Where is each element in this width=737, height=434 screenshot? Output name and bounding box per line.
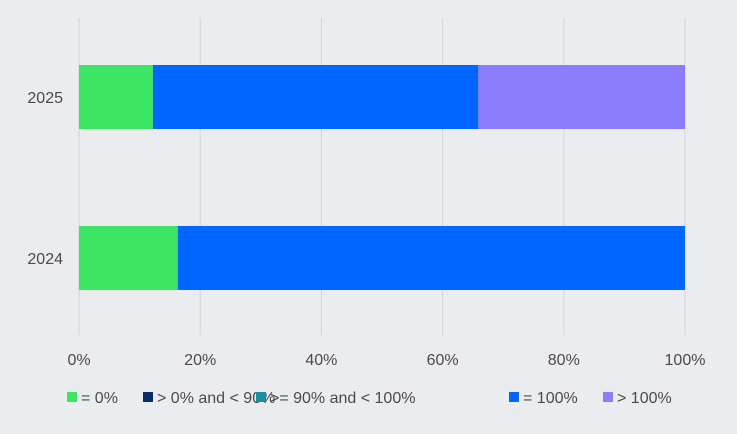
legend-label: = 100%	[523, 390, 578, 407]
x-tick-label: 20%	[184, 352, 216, 369]
legend-label: > 100%	[617, 390, 672, 407]
legend-label: = 0%	[81, 390, 118, 407]
legend-swatch	[143, 392, 153, 402]
y-tick-label: 2025	[27, 90, 63, 107]
x-tick-label: 60%	[427, 352, 459, 369]
legend-swatch	[256, 392, 266, 402]
legend-swatch	[67, 392, 77, 402]
bars	[79, 65, 685, 290]
legend-label: >= 90% and < 100%	[270, 390, 415, 407]
legend-swatch	[509, 392, 519, 402]
bar-segment-2024-3	[177, 226, 685, 290]
x-tick-label: 40%	[305, 352, 337, 369]
x-axis-tick-labels: 0% 20% 40% 60% 80% 100%	[67, 352, 705, 369]
y-axis-tick-labels: 2025 2024	[27, 90, 63, 268]
legend: = 0% > 0% and < 90%>= 90% and < 100% = 100…	[67, 390, 672, 407]
legend-label: > 0% and < 90%	[157, 390, 275, 407]
x-tick-label: 100%	[665, 352, 706, 369]
x-tick-label: 80%	[548, 352, 580, 369]
x-tick-label: 0%	[67, 352, 90, 369]
legend-swatch	[603, 392, 613, 402]
bar-segment-2025-4	[478, 65, 685, 129]
bar-segment-2024-0	[79, 226, 178, 290]
bar-segment-2025-3	[152, 65, 479, 129]
bar-segment-2025-0	[79, 65, 153, 129]
y-tick-label: 2024	[27, 251, 63, 268]
